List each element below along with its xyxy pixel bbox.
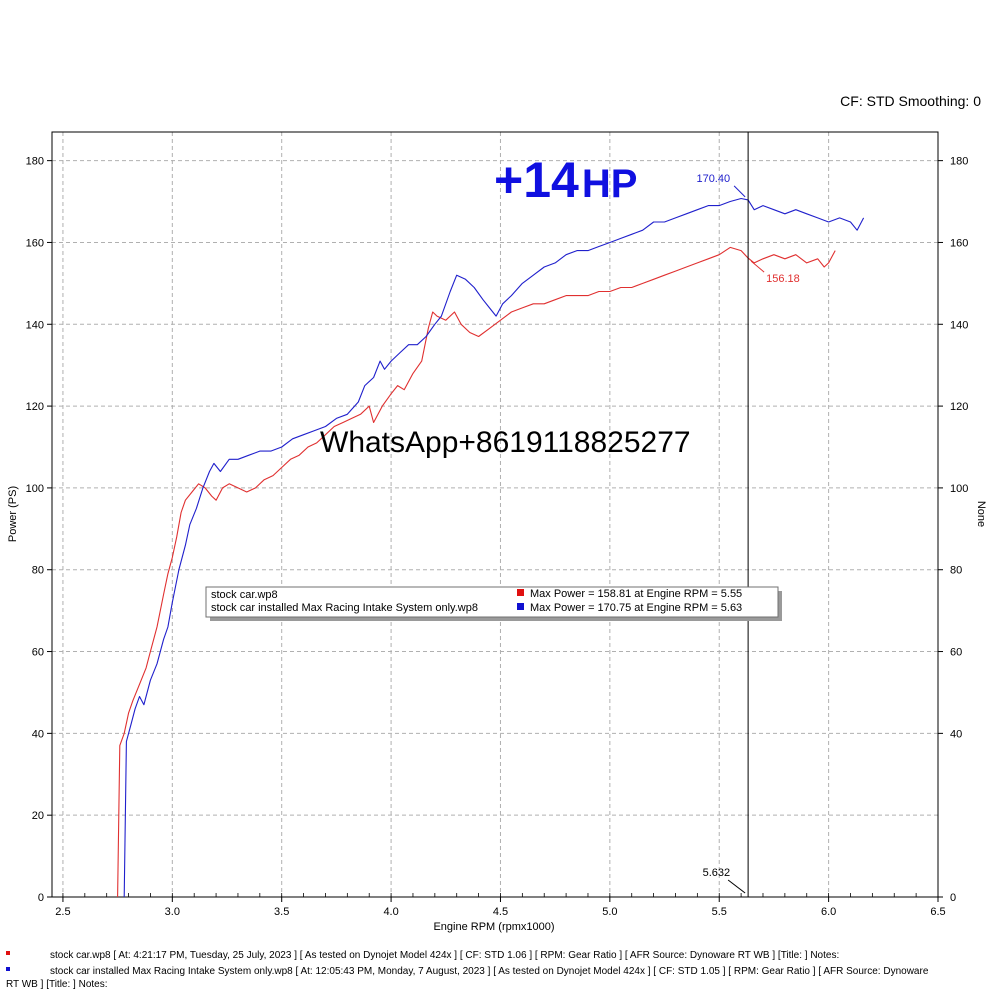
annotation-arrow-intake: [733, 185, 746, 198]
series-line-intake: [123, 197, 865, 898]
gain-unit: HP: [582, 162, 638, 206]
y2-tick-label: 60: [950, 647, 962, 659]
y2-tick-label: 180: [950, 156, 968, 168]
x-tick-label: 6.5: [930, 906, 945, 918]
footer-marker-stock: [6, 951, 10, 955]
gain-number: +14: [494, 152, 579, 208]
x-tick-label: 6.0: [821, 906, 836, 918]
y-tick-label: 140: [26, 319, 44, 331]
footer-line-stock: stock car.wp8 [ At: 4:21:17 PM, Tuesday,…: [6, 950, 839, 962]
annotation-stock: 156.18: [766, 273, 800, 285]
watermark: WhatsApp+8619118825277: [320, 426, 691, 459]
x-tick-label: 3.5: [274, 906, 289, 918]
annotation-intake: 170.40: [696, 173, 730, 185]
x-tick-label: 5.5: [712, 906, 727, 918]
y2-tick-label: 120: [950, 401, 968, 413]
y-tick-label: 80: [32, 565, 44, 577]
y-tick-label: 0: [38, 892, 44, 904]
legend-max-stock: Max Power = 158.81 at Engine RPM = 5.55: [530, 588, 742, 600]
legend-max-intake: Max Power = 170.75 at Engine RPM = 5.63: [530, 602, 742, 614]
legend-swatch-intake: [517, 603, 524, 610]
legend-file-stock: stock car.wp8: [211, 589, 278, 601]
footer-line-intake-cont: RT WB ] [Title: ] Notes:: [6, 979, 108, 991]
footer-text-intake: stock car installed Max Racing Intake Sy…: [50, 966, 929, 977]
cursor-rpm-label: 5.632: [703, 867, 731, 879]
y2-tick-label: 100: [950, 483, 968, 495]
plot-frame: [51, 131, 939, 898]
x-axis-label: Engine RPM (rpmx1000): [433, 921, 554, 933]
y2-tick-label: 140: [950, 319, 968, 331]
footer-text-intake-cont: RT WB ] [Title: ] Notes:: [6, 979, 108, 990]
y-axis-label: Power (PS): [7, 486, 19, 542]
y2-axis-label: None: [975, 501, 987, 527]
y-tick-label: 20: [32, 810, 44, 822]
y-tick-label: 40: [32, 728, 44, 740]
x-tick-label: 2.5: [55, 906, 70, 918]
x-tick-label: 4.5: [493, 906, 508, 918]
footer-line-intake: stock car installed Max Racing Intake Sy…: [6, 966, 928, 978]
annotation-arrow-stock: [750, 260, 765, 273]
y-tick-label: 100: [26, 483, 44, 495]
gain-label: +14HP: [494, 152, 637, 208]
y-tick-label: 160: [26, 237, 44, 249]
y2-tick-label: 40: [950, 728, 962, 740]
x-tick-label: 4.0: [383, 906, 398, 918]
footer-marker-intake: [6, 967, 10, 971]
cursor-rpm-arrow: [727, 879, 746, 894]
y2-tick-label: 0: [950, 892, 956, 904]
y2-tick-label: 160: [950, 237, 968, 249]
settings-header: CF: STD Smoothing: 0: [840, 93, 981, 109]
series-line-stock: [117, 246, 836, 898]
y-tick-label: 180: [26, 156, 44, 168]
y2-tick-label: 80: [950, 565, 962, 577]
y-tick-label: 120: [26, 401, 44, 413]
x-tick-label: 5.0: [602, 906, 617, 918]
footer-text-stock: stock car.wp8 [ At: 4:21:17 PM, Tuesday,…: [50, 950, 840, 961]
legend-box: stock car.wp8 stock car installed Max Ra…: [205, 586, 782, 621]
x-tick-label: 3.0: [165, 906, 180, 918]
legend-file-intake: stock car installed Max Racing Intake Sy…: [211, 602, 478, 614]
y-tick-label: 60: [32, 647, 44, 659]
legend-swatch-stock: [517, 589, 524, 596]
